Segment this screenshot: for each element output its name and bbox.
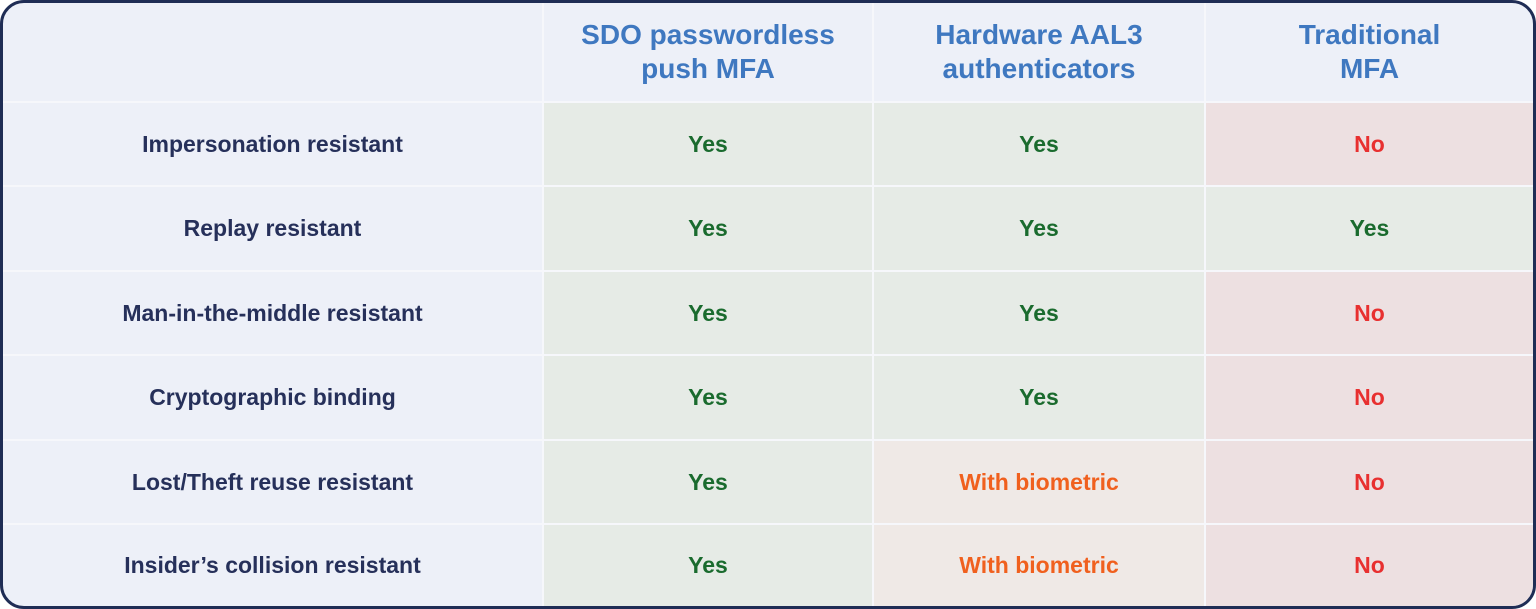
header-empty	[3, 3, 544, 103]
header-line: MFA	[1339, 53, 1400, 84]
row-label: Lost/Theft reuse resistant	[3, 438, 544, 526]
row-label: Replay resistant	[3, 185, 544, 272]
cell-no: No	[1204, 269, 1533, 357]
header-line: authenticators	[942, 53, 1136, 84]
cell-partial: With biometric	[872, 438, 1206, 526]
table-row: Man-in-the-middle resistant Yes Yes No	[3, 269, 1533, 357]
table-row: Cryptographic binding Yes Yes No	[3, 354, 1533, 441]
row-label: Insider’s collision resistant	[3, 523, 544, 606]
cell-yes: Yes	[542, 100, 874, 188]
header-traditional-mfa: Traditional MFA	[1204, 3, 1533, 103]
header-line: SDO passwordless	[581, 19, 835, 50]
cell-yes: Yes	[542, 185, 874, 272]
table-row: Insider’s collision resistant Yes With bio…	[3, 523, 1533, 606]
cell-yes: Yes	[542, 523, 874, 606]
cell-yes: Yes	[872, 354, 1206, 441]
cell-yes: Yes	[872, 185, 1206, 272]
header-row: SDO passwordless push MFA Hardware AAL3 au…	[3, 3, 1533, 103]
cell-yes: Yes	[872, 269, 1206, 357]
table-row: Replay resistant Yes Yes Yes	[3, 185, 1533, 272]
header-sdo-push-mfa: SDO passwordless push MFA	[542, 3, 874, 103]
cell-no: No	[1204, 100, 1533, 188]
row-label: Impersonation resistant	[3, 100, 544, 188]
table-row: Impersonation resistant Yes Yes No	[3, 100, 1533, 188]
cell-yes: Yes	[542, 354, 874, 441]
row-label: Man-in-the-middle resistant	[3, 269, 544, 357]
cell-yes: Yes	[542, 438, 874, 526]
header-line: push MFA	[641, 53, 775, 84]
header-hardware-aal3: Hardware AAL3 authenticators	[872, 3, 1206, 103]
header-line: Hardware AAL3	[935, 19, 1143, 50]
cell-yes: Yes	[872, 100, 1206, 188]
cell-no: No	[1204, 438, 1533, 526]
mfa-comparison-table: SDO passwordless push MFA Hardware AAL3 au…	[3, 3, 1533, 606]
cell-partial: With biometric	[872, 523, 1206, 606]
cell-no: No	[1204, 523, 1533, 606]
cell-no: No	[1204, 354, 1533, 441]
cell-yes: Yes	[1204, 185, 1533, 272]
table-row: Lost/Theft reuse resistant Yes With biomet…	[3, 438, 1533, 526]
header-line: Traditional	[1298, 19, 1441, 50]
cell-yes: Yes	[542, 269, 874, 357]
row-label: Cryptographic binding	[3, 354, 544, 441]
